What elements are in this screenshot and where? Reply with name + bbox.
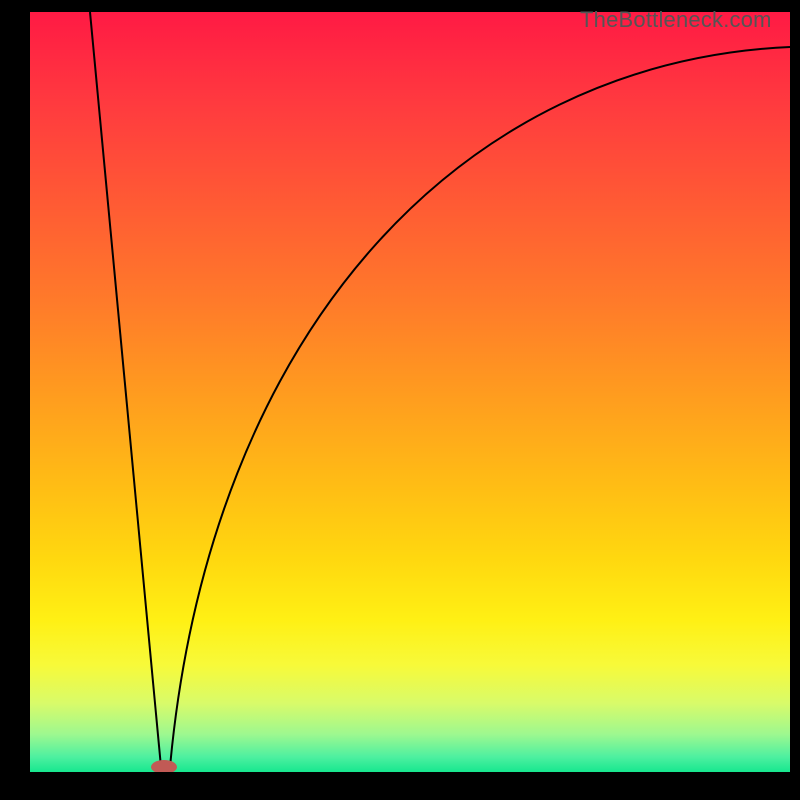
watermark-text: TheBottleneck.com xyxy=(580,7,772,33)
plot-svg xyxy=(30,12,790,772)
plot-area xyxy=(30,12,790,772)
gradient-background xyxy=(30,12,790,772)
